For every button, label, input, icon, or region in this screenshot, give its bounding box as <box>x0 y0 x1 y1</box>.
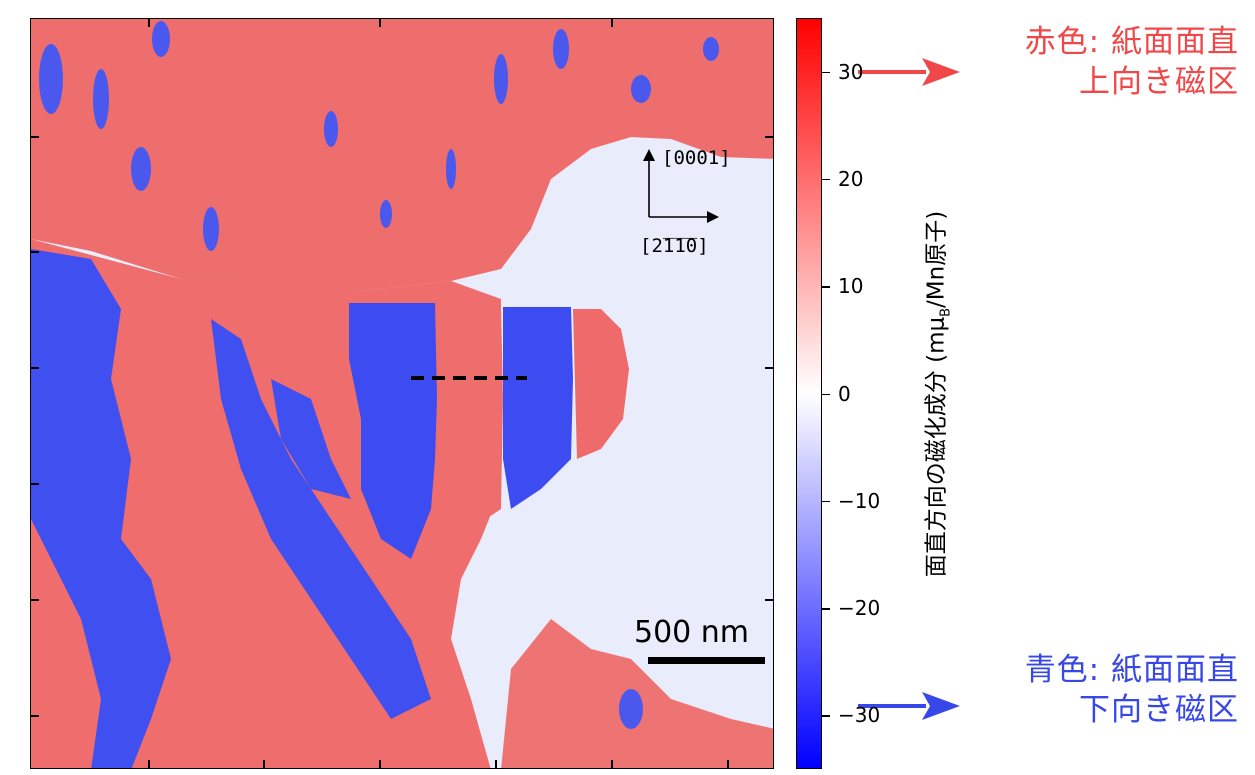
blue-domain-streak-2 <box>271 379 351 499</box>
scale-bar-label: 500 nm <box>634 615 750 650</box>
top-tick <box>148 19 150 27</box>
arrow-up-icon <box>643 149 655 161</box>
axis-label-subscript: B <box>938 307 954 317</box>
bottom-tick <box>495 760 497 768</box>
colorbar-tick-label: −10 <box>838 488 881 513</box>
red-pointer-arrow <box>858 58 960 86</box>
domain-image <box>31 19 773 768</box>
colorbar-tick-label: 10 <box>838 274 864 299</box>
bottom-tick <box>611 760 613 768</box>
bottom-tick <box>148 760 150 768</box>
scale-bar <box>648 657 765 664</box>
magnetization-map <box>30 18 774 769</box>
blue-domain-streak-1 <box>211 319 431 719</box>
axis-label-main: 面直方向の磁化成分 (mμ <box>923 316 950 578</box>
left-tick <box>31 483 39 485</box>
colorbar-tick <box>822 286 830 288</box>
blue-islands <box>39 21 719 729</box>
colorbar-tick <box>822 608 830 610</box>
red-stripe-2 <box>573 309 629 459</box>
blue-annotation: 青色: 紙面面直 下向き磁区 <box>1025 650 1239 730</box>
top-tick <box>611 19 613 27</box>
red-annotation-line2: 上向き磁区 <box>1079 64 1239 100</box>
colorbar-tick-label: 20 <box>838 166 864 191</box>
blue-stripe-2 <box>503 307 573 509</box>
red-annotation: 赤色: 紙面面直 上向き磁区 <box>1025 22 1239 102</box>
blue-domain-left <box>31 249 171 768</box>
colorbar-tick <box>822 500 830 503</box>
right-tick <box>765 136 773 138</box>
axis-label-tail: /Mn原子) <box>923 210 950 308</box>
left-tick <box>31 715 39 717</box>
right-tick <box>765 599 773 601</box>
colorbar-tick <box>822 393 830 395</box>
bottom-tick <box>727 760 729 768</box>
colorbar-tick-label: −20 <box>838 596 881 621</box>
left-tick <box>31 251 39 253</box>
red-annotation-line1: 赤色: 紙面面直 <box>1024 24 1239 60</box>
arrow-right-icon <box>707 211 719 223</box>
colorbar-axis-label: 面直方向の磁化成分 (mμB/Mn原子) <box>917 211 954 577</box>
left-tick <box>31 136 39 138</box>
colorbar-tick <box>822 715 830 717</box>
right-tick <box>765 367 773 369</box>
blue-annotation-line1: 青色: 紙面面直 <box>1024 652 1239 688</box>
colorbar-tick-label: 0 <box>838 381 851 406</box>
colorbar-tick-label: −30 <box>838 703 881 728</box>
left-tick <box>31 367 39 369</box>
blue-stripe-1 <box>349 303 437 559</box>
colorbar-tick-label: 30 <box>838 59 864 84</box>
bottom-tick <box>263 760 265 768</box>
direction-arrows <box>648 159 709 218</box>
colorbar-tick <box>822 71 830 74</box>
bottom-tick <box>379 760 381 768</box>
direction-label-vertical: [0001] <box>662 147 731 169</box>
blue-annotation-line2: 下向き磁区 <box>1079 692 1239 728</box>
colorbar-tick <box>822 178 830 181</box>
top-tick <box>379 19 381 27</box>
direction-label-horizontal: [2̅1̅1̅0] <box>640 235 709 257</box>
blue-pointer-arrow <box>858 692 960 720</box>
left-tick <box>31 599 39 601</box>
colorbar <box>796 18 822 769</box>
red-stripe-1 <box>437 305 503 529</box>
